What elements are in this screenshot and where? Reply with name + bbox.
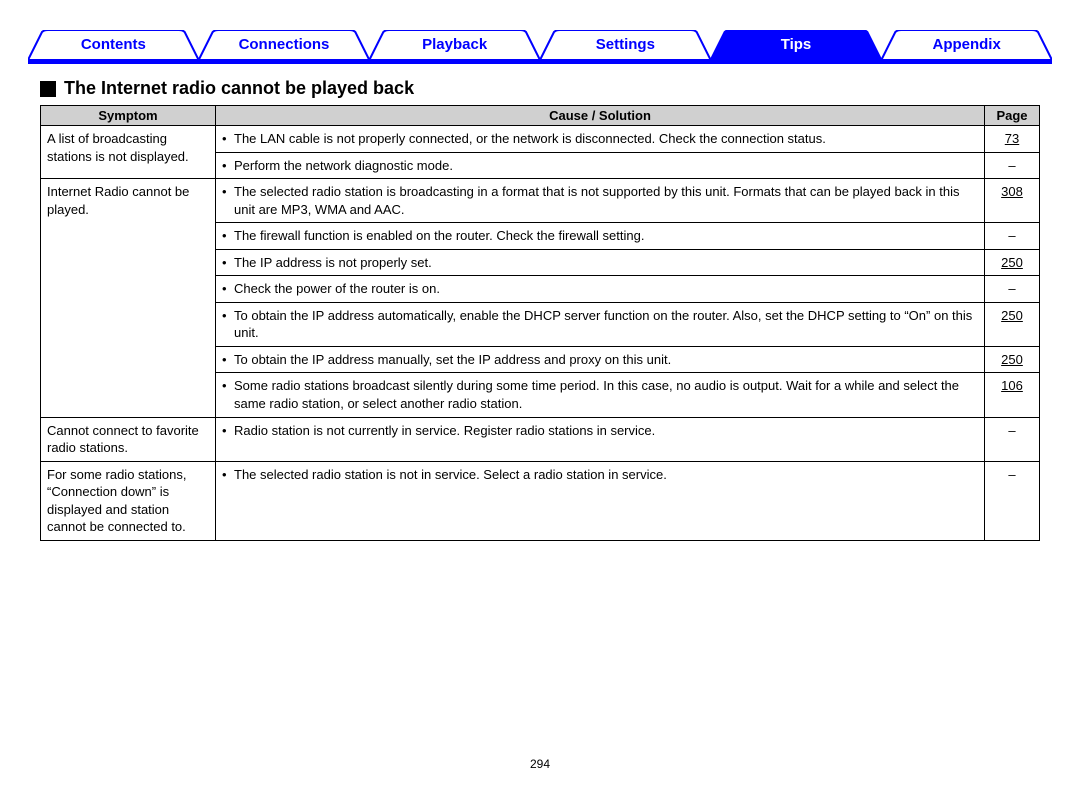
cause-text: The selected radio station is broadcasti…	[234, 183, 978, 218]
page-link[interactable]: 250	[1001, 308, 1023, 323]
troubleshooting-table: Symptom Cause / Solution Page A list of …	[40, 105, 1040, 541]
table-row: Cannot connect to favorite radio station…	[41, 417, 1040, 461]
bullet-icon: •	[222, 422, 234, 440]
page-link[interactable]: 73	[1005, 131, 1019, 146]
page-cell: 250	[985, 249, 1040, 276]
page-link[interactable]: 106	[1001, 378, 1023, 393]
bullet-icon: •	[222, 377, 234, 412]
page-cell: 106	[985, 373, 1040, 417]
cause-cell: •To obtain the IP address manually, set …	[216, 346, 985, 373]
section-heading: The Internet radio cannot be played back	[40, 78, 1040, 99]
page-link[interactable]: 308	[1001, 184, 1023, 199]
page-link[interactable]: 250	[1001, 352, 1023, 367]
cause-cell: •To obtain the IP address automatically,…	[216, 302, 985, 346]
page-cell: –	[985, 223, 1040, 250]
page-cell: 308	[985, 179, 1040, 223]
cause-cell: •Perform the network diagnostic mode.	[216, 152, 985, 179]
page-cell: –	[985, 152, 1040, 179]
page-number: 294	[0, 757, 1080, 771]
bullet-icon: •	[222, 183, 234, 218]
symptom-cell: A list of broadcasting stations is not d…	[41, 126, 216, 179]
cause-cell: •The selected radio station is not in se…	[216, 461, 985, 540]
tab-appendix[interactable]: Appendix	[881, 30, 1052, 60]
tab-playback[interactable]: Playback	[369, 30, 540, 60]
tab-contents[interactable]: Contents	[28, 30, 199, 60]
cause-text: The LAN cable is not properly connected,…	[234, 130, 978, 148]
bullet-icon: •	[222, 351, 234, 369]
symptom-cell: For some radio stations, “Connection dow…	[41, 461, 216, 540]
col-cause: Cause / Solution	[216, 106, 985, 126]
tab-tips[interactable]: Tips	[711, 30, 882, 60]
page-cell: –	[985, 417, 1040, 461]
cause-text: Perform the network diagnostic mode.	[234, 157, 978, 175]
col-symptom: Symptom	[41, 106, 216, 126]
cause-cell: •The IP address is not properly set.	[216, 249, 985, 276]
page-cell: 250	[985, 346, 1040, 373]
table-body: A list of broadcasting stations is not d…	[41, 126, 1040, 541]
bullet-icon: •	[222, 280, 234, 298]
cause-text: Some radio stations broadcast silently d…	[234, 377, 978, 412]
cause-cell: •The firewall function is enabled on the…	[216, 223, 985, 250]
page-cell: 250	[985, 302, 1040, 346]
tab-settings[interactable]: Settings	[540, 30, 711, 60]
table-row: A list of broadcasting stations is not d…	[41, 126, 1040, 153]
square-bullet-icon	[40, 81, 56, 97]
page-cell: 73	[985, 126, 1040, 153]
cause-cell: •The LAN cable is not properly connected…	[216, 126, 985, 153]
table-row: Internet Radio cannot be played.•The sel…	[41, 179, 1040, 223]
bullet-icon: •	[222, 254, 234, 272]
heading-text: The Internet radio cannot be played back	[64, 78, 414, 99]
cause-text: The firewall function is enabled on the …	[234, 227, 978, 245]
bullet-icon: •	[222, 157, 234, 175]
bullet-icon: •	[222, 466, 234, 484]
cause-text: To obtain the IP address automatically, …	[234, 307, 978, 342]
bullet-icon: •	[222, 130, 234, 148]
cause-cell: •Check the power of the router is on.	[216, 276, 985, 303]
symptom-cell: Cannot connect to favorite radio station…	[41, 417, 216, 461]
cause-cell: •Radio station is not currently in servi…	[216, 417, 985, 461]
page-cell: –	[985, 461, 1040, 540]
page-link[interactable]: 250	[1001, 255, 1023, 270]
cause-cell: •Some radio stations broadcast silently …	[216, 373, 985, 417]
bullet-icon: •	[222, 227, 234, 245]
cause-text: Radio station is not currently in servic…	[234, 422, 978, 440]
symptom-cell: Internet Radio cannot be played.	[41, 179, 216, 417]
cause-text: Check the power of the router is on.	[234, 280, 978, 298]
cause-text: The selected radio station is not in ser…	[234, 466, 978, 484]
table-row: For some radio stations, “Connection dow…	[41, 461, 1040, 540]
col-page: Page	[985, 106, 1040, 126]
cause-text: The IP address is not properly set.	[234, 254, 978, 272]
tab-connections[interactable]: Connections	[199, 30, 370, 60]
tab-bar: ContentsConnectionsPlaybackSettingsTipsA…	[28, 30, 1052, 64]
cause-cell: •The selected radio station is broadcast…	[216, 179, 985, 223]
cause-text: To obtain the IP address manually, set t…	[234, 351, 978, 369]
bullet-icon: •	[222, 307, 234, 342]
page-cell: –	[985, 276, 1040, 303]
